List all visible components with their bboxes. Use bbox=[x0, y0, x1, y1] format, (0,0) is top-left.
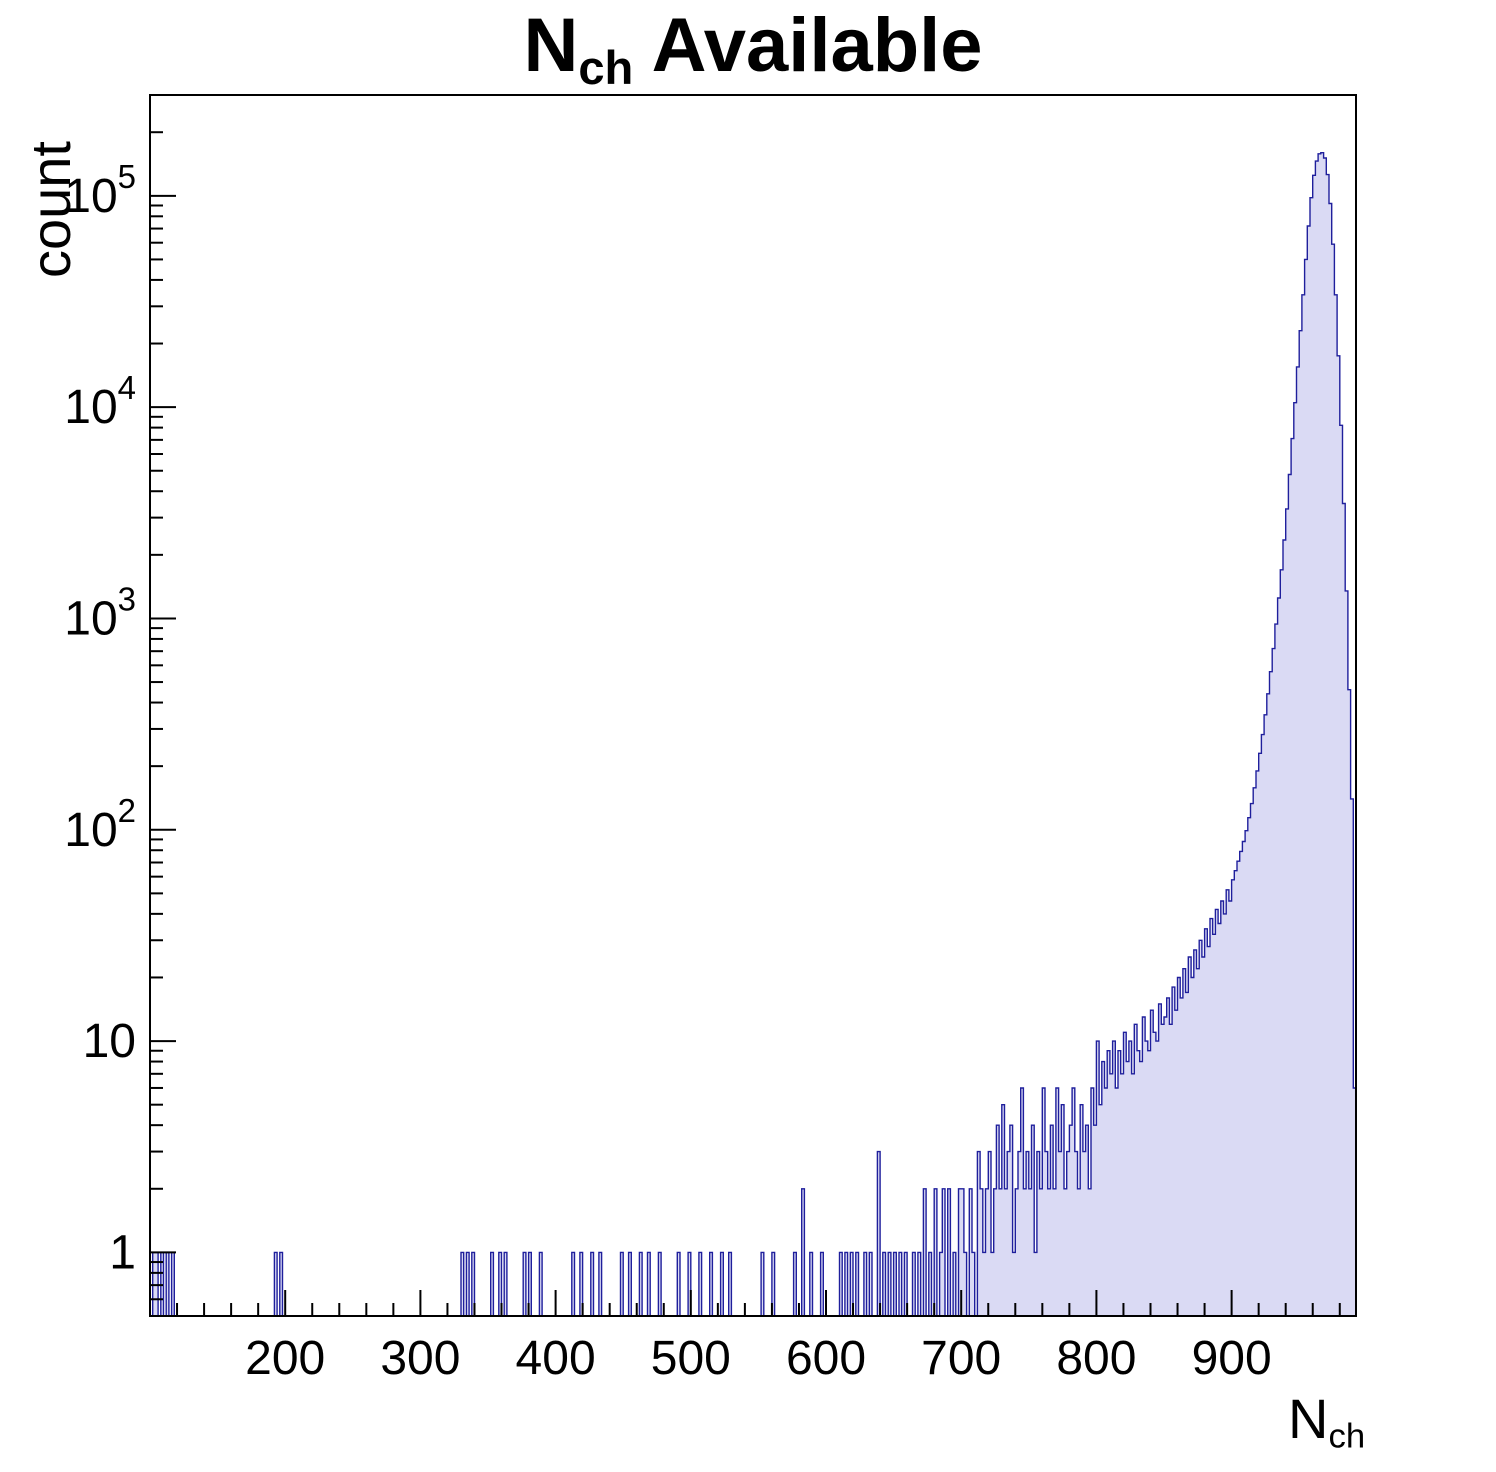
x-axis-label: Nch bbox=[1288, 1386, 1365, 1457]
x-axis-tick-label: 500 bbox=[651, 1332, 731, 1385]
y-axis-tick-label: 10 bbox=[83, 1015, 136, 1068]
x-axis-tick-label: 600 bbox=[786, 1332, 866, 1385]
title-subscript: ch bbox=[578, 41, 634, 95]
y-axis-tick-label: 104 bbox=[64, 369, 136, 434]
x-axis-tick-label: 900 bbox=[1192, 1332, 1272, 1385]
histogram-series bbox=[150, 152, 1357, 1317]
y-axis-tick-label: 1 bbox=[109, 1226, 136, 1279]
title-rest: Available bbox=[633, 3, 983, 88]
title-main: N bbox=[523, 3, 579, 88]
x-axis-tick-label: 300 bbox=[380, 1332, 460, 1385]
x-axis-tick-label: 800 bbox=[1056, 1332, 1136, 1385]
y-axis-tick-label: 102 bbox=[64, 792, 136, 857]
x-axis-tick-label: 200 bbox=[245, 1332, 325, 1385]
plot-frame bbox=[149, 94, 1357, 1317]
x-axis-tick-label: 400 bbox=[516, 1332, 596, 1385]
x-axis-label-main: N bbox=[1288, 1387, 1329, 1450]
y-axis-tick-label: 105 bbox=[64, 158, 136, 223]
chart-title: Nch Available bbox=[523, 2, 982, 95]
y-axis-label: count bbox=[19, 141, 82, 278]
x-axis-tick-label: 700 bbox=[921, 1332, 1001, 1385]
x-axis-label-subscript: ch bbox=[1328, 1417, 1366, 1456]
y-axis-tick-label: 103 bbox=[64, 580, 136, 645]
